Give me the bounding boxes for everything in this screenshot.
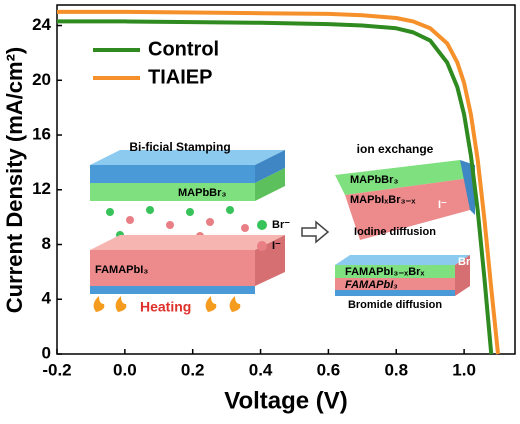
inset-diagram: Bi-ficial Stamping MAPbBr₃ FAMAPbI₃ Heat… (90, 140, 476, 315)
annotation: MAPbIₓBr₃₋ₓ (350, 194, 416, 206)
slab-side (455, 255, 470, 296)
annotation: I⁻ (272, 240, 281, 252)
slab-substrate (335, 290, 455, 296)
y-tick-label: 20 (32, 70, 51, 89)
x-tick-label: 0.8 (384, 360, 408, 379)
slab-top (90, 150, 285, 165)
annotation: Br⁻ (272, 219, 290, 231)
y-axis-title: Current Density (mA/cm²) (2, 47, 27, 313)
annotation: FAMAPbI₃₋ₓBrₓ (345, 266, 425, 278)
annotation: FAMAPbI₃ (345, 279, 398, 291)
slab-top (335, 255, 470, 265)
arrow (301, 220, 330, 244)
legend-dot (257, 220, 267, 230)
y-tick-label: 8 (42, 234, 51, 253)
slab-top (90, 235, 285, 250)
annotation: Heating (140, 299, 191, 315)
annotation: FAMAPbI₃ (95, 264, 148, 276)
legend-label: Control (148, 38, 219, 60)
y-tick-label: 16 (32, 125, 51, 144)
annotation: MAPbBr₃ (350, 174, 398, 186)
slab-green (335, 265, 455, 278)
slab-side (255, 168, 285, 201)
x-tick-label: 0.2 (181, 360, 205, 379)
annotation: ion exchange (357, 142, 434, 156)
slab-green (335, 160, 470, 195)
series-line (57, 9, 501, 355)
slab-pink (335, 278, 455, 290)
y-tick-label: 4 (42, 289, 52, 308)
x-tick-label: 0.0 (113, 360, 137, 379)
annotation: I⁻ (438, 199, 447, 211)
y-tick-label: 24 (32, 15, 51, 34)
annotation: Iodine diffusion (354, 226, 436, 238)
x-axis-title: Voltage (V) (224, 387, 348, 414)
slab-green (90, 183, 255, 201)
legend-label: TIAIEP (148, 66, 212, 88)
plot-frame (56, 4, 516, 355)
slab-side (255, 150, 285, 183)
slab-blue (90, 165, 255, 183)
slab-pink (90, 250, 255, 286)
annotation: Bromide diffusion (348, 299, 442, 311)
annotation: Bi-ficial Stamping (129, 140, 230, 154)
flames (93, 296, 241, 312)
slab-pink (345, 178, 470, 240)
annotation: MAPbBr₃ (178, 187, 226, 199)
x-tick-label: 0.4 (249, 360, 273, 379)
x-tick-label: 0.6 (317, 360, 341, 379)
y-tick-label: 0 (42, 343, 51, 362)
slab-substrate (90, 286, 255, 294)
series-line (57, 19, 494, 355)
x-tick-label: -0.2 (42, 360, 71, 379)
legend-dot (257, 241, 267, 251)
x-tick-label: 1.0 (452, 360, 476, 379)
y-tick-label: 12 (32, 179, 51, 198)
annotation: Br⁻ (458, 256, 476, 268)
